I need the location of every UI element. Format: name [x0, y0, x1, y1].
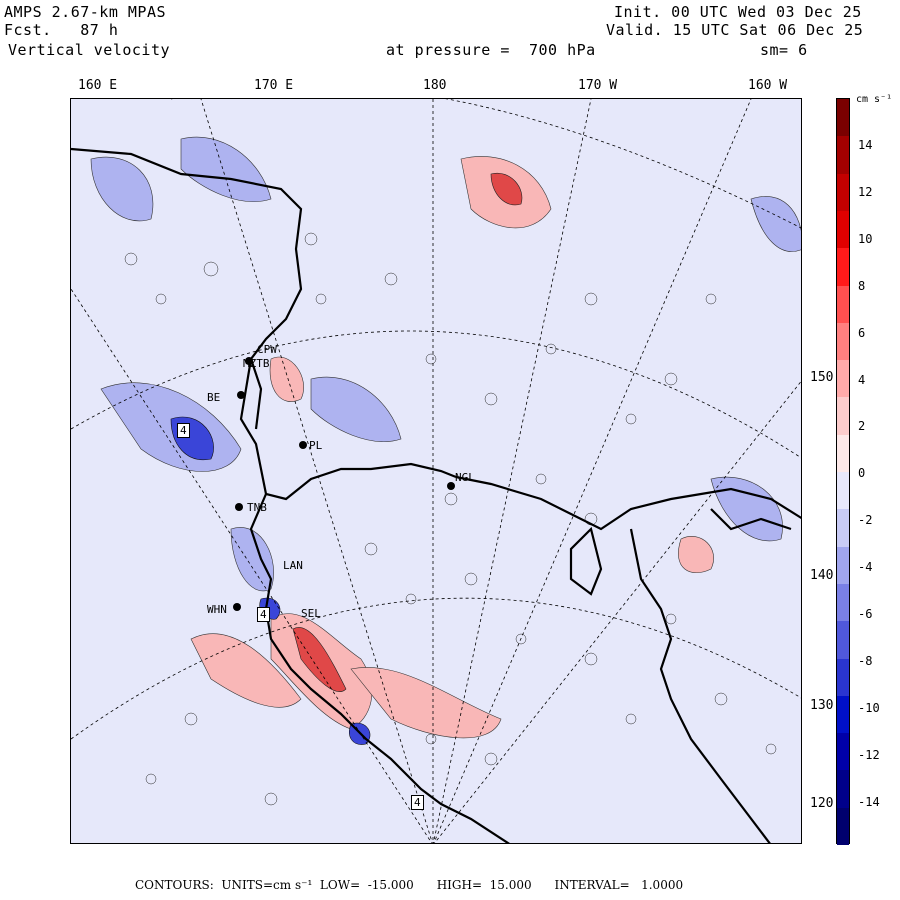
colorbar-tick-label: 0	[858, 466, 866, 481]
station-tnb: TNB	[247, 501, 267, 514]
init-time: Init. 00 UTC Wed 03 Dec 25	[614, 3, 862, 21]
colorbar-tick-label: 10	[858, 231, 873, 246]
contour-label-box: 4	[177, 423, 190, 438]
colorbar-tick-label: 4	[858, 372, 866, 387]
colorbar-segment	[837, 658, 849, 697]
contour-label-box: 4	[257, 607, 270, 622]
colorbar-segment	[837, 509, 849, 548]
station-marker	[447, 482, 455, 490]
graticule	[71, 99, 801, 843]
contour-interval: INTERVAL= 1.0000	[554, 878, 684, 892]
colorbar-segment	[837, 173, 849, 212]
model-name: AMPS 2.67-km MPAS	[4, 3, 167, 21]
contours-label: CONTOURS:	[135, 878, 214, 892]
colorbar-tick-label: 2	[858, 419, 866, 434]
station-mztb: MZTB	[243, 357, 270, 370]
field-name: Vertical velocity	[8, 41, 171, 59]
colorbar-segment	[837, 99, 849, 137]
station-pl: PL	[309, 439, 323, 452]
colorbar-segment	[837, 621, 849, 659]
strong-positive	[292, 172, 523, 692]
station-sel: SEL	[301, 607, 321, 620]
colorbar-tick-label: -2	[858, 513, 873, 528]
colorbar-tick-label: -8	[858, 653, 873, 668]
colorbar-tick-label: 8	[858, 278, 866, 293]
colorbar-segment	[837, 397, 849, 436]
contour-high: HIGH= 15.000	[436, 878, 532, 892]
lon-label: 170 W	[578, 78, 618, 93]
contour-speckles	[124, 232, 777, 806]
station-whn: WHN	[207, 603, 227, 616]
colorbar-segment	[837, 136, 849, 175]
colorbar-tick-label: -12	[858, 747, 880, 762]
lon-label: 160 E	[78, 78, 118, 93]
station-marker	[233, 603, 241, 611]
colorbar-segment	[837, 695, 849, 734]
colorbar-tick-label: -10	[858, 700, 880, 715]
station-be: BE	[207, 391, 221, 404]
lon-label: 180	[423, 78, 447, 93]
colorbar-tick-label: 6	[858, 325, 866, 340]
colorbar-segment	[837, 360, 849, 398]
map-panel: CPW MZTB BE PL NGL LAN SEL WHN TNB 4 4 4	[70, 98, 802, 844]
coastline	[71, 147, 801, 843]
smoothing: sm= 6	[760, 41, 808, 59]
contour-label-box: 4	[411, 795, 424, 810]
forecast-hour: Fcst. 87 h	[4, 21, 119, 39]
colorbar-tick-label: -6	[858, 607, 873, 621]
colorbar	[836, 98, 850, 846]
negative-shading	[90, 136, 801, 592]
colorbar-tick-label: 14	[858, 138, 873, 152]
colorbar-segment	[837, 583, 849, 622]
lon-label: 170 E	[254, 78, 294, 93]
station-ngl: NGL	[455, 471, 475, 484]
vertical-velocity-map	[71, 99, 801, 843]
station-marker	[237, 391, 245, 399]
colorbar-tick-label: -4	[858, 560, 873, 575]
station-marker	[245, 357, 253, 365]
colorbar-segment	[837, 770, 849, 809]
valid-time: Valid. 15 UTC Sat 06 Dec 25	[606, 21, 864, 39]
colorbar-tick-label: 12	[858, 184, 873, 199]
colorbar-segment	[837, 434, 849, 473]
colorbar-tick-label: -14	[858, 794, 880, 809]
station-marker	[235, 503, 243, 511]
colorbar-segment	[837, 733, 849, 771]
contour-info: CONTOURS: UNITS=cm s⁻¹ LOW= -15.000 HIGH…	[135, 878, 683, 892]
colorbar-segment	[837, 210, 849, 249]
colorbar-segment	[837, 807, 849, 846]
positive-shading	[190, 156, 714, 739]
colorbar-segment	[837, 285, 849, 324]
station-cpw: CPW	[257, 343, 277, 356]
station-marker	[299, 441, 307, 449]
colorbar-unit: cm s⁻¹	[856, 94, 893, 105]
contour-units: UNITS=cm s⁻¹	[221, 878, 313, 892]
colorbar-segment	[837, 546, 849, 585]
colorbar-segment	[837, 472, 849, 510]
pressure-level: at pressure = 700 hPa	[386, 41, 596, 59]
contour-low: LOW= -15.000	[319, 878, 414, 892]
lon-label: 160 W	[748, 78, 788, 93]
colorbar-segment	[837, 322, 849, 361]
colorbar-segment	[837, 248, 849, 286]
station-lan: LAN	[283, 559, 303, 572]
